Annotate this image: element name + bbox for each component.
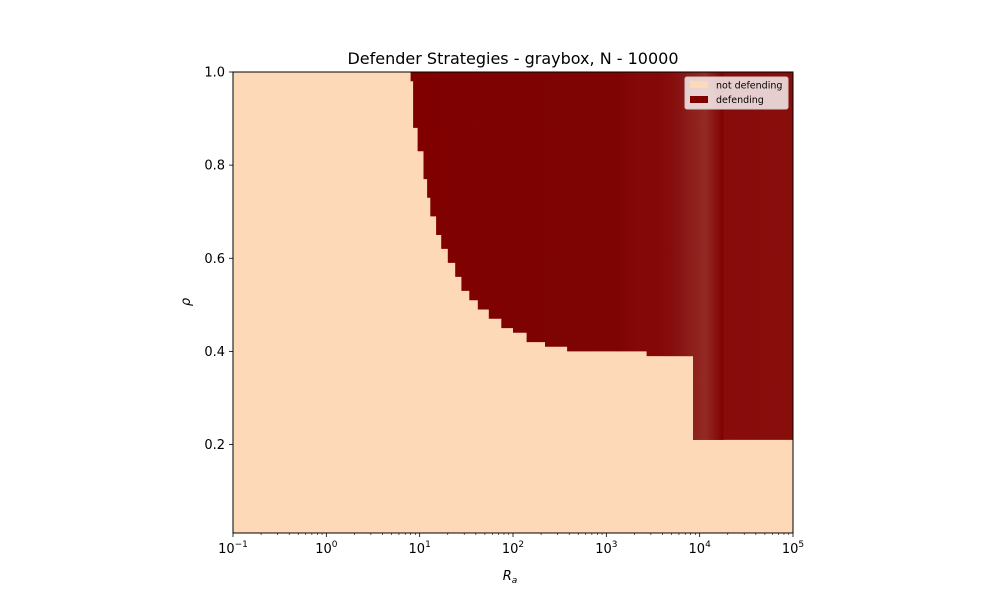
x-tick-label: 101 [409, 540, 431, 557]
y-axis: 0.2 0.4 0.6 0.8 1.0 [204, 66, 233, 453]
legend-label-not-defending: not defending [716, 81, 782, 92]
y-axis-label: ρ [179, 297, 194, 306]
y-tick-label: 0.6 [204, 252, 225, 267]
y-tick-label: 0.8 [204, 159, 225, 174]
x-axis: 10−1 100 101 102 103 104 105 [218, 533, 804, 557]
legend: not defending defending [684, 76, 789, 110]
y-tick-label: 1.0 [204, 66, 225, 81]
x-tick-label: 104 [689, 540, 712, 557]
legend-swatch-not-defending [690, 81, 708, 88]
legend-swatch-defending [690, 96, 708, 103]
x-tick-label: 105 [782, 540, 804, 557]
x-tick-label: 10−1 [218, 540, 248, 557]
x-axis-label: Ra [503, 569, 518, 586]
y-tick-label: 0.2 [204, 438, 225, 453]
chart-title: Defender Strategies - graybox, N - 10000 [347, 49, 678, 68]
x-tick-label: 102 [502, 540, 524, 557]
x-tick-label: 100 [315, 540, 338, 557]
legend-label-defending: defending [716, 95, 764, 106]
x-tick-label: 103 [595, 540, 617, 557]
y-tick-label: 0.4 [204, 345, 225, 360]
